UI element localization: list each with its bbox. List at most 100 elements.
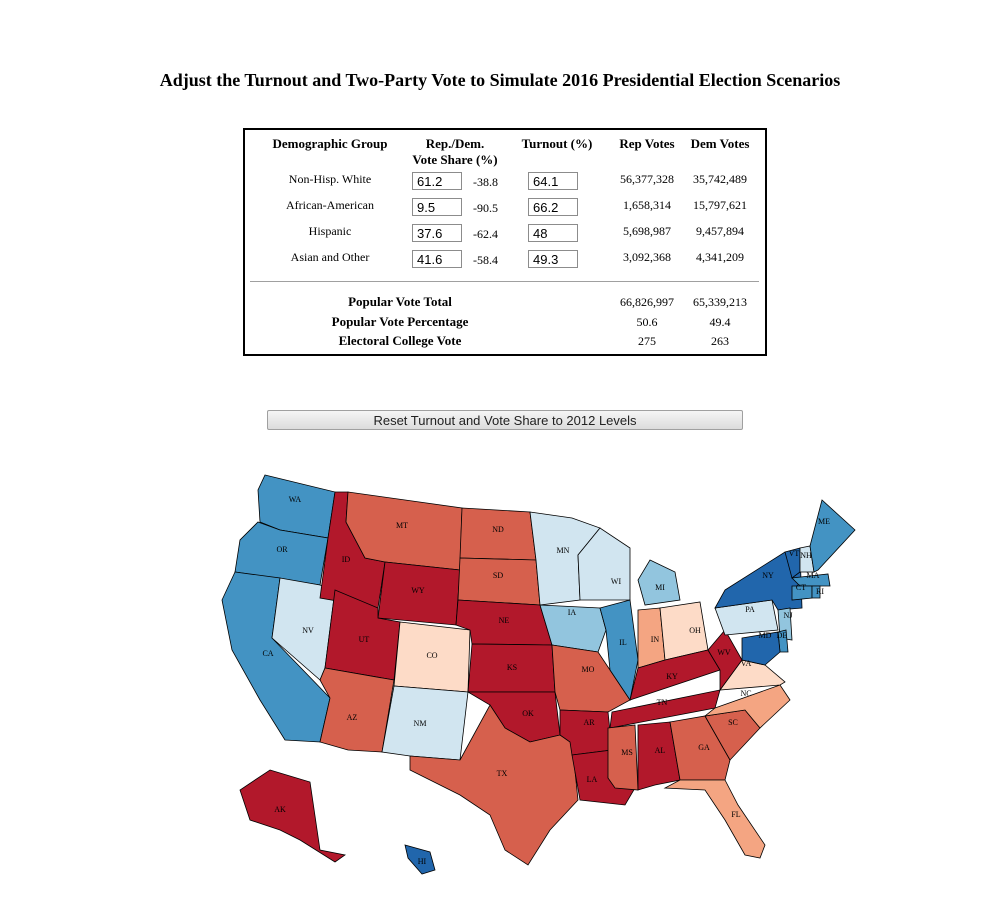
state-label-md: MD (759, 631, 772, 640)
state-ia[interactable] (539, 604, 607, 653)
turnout-input[interactable]: 48 (528, 224, 578, 242)
state-al[interactable] (637, 721, 681, 791)
rep-votes-value: 1,658,314 (623, 198, 671, 212)
popular-vote-percentage-label: Popular Vote Percentage (331, 314, 469, 329)
rep-votes-value: 5,698,987 (623, 224, 671, 238)
dem-votes-value: 4,341,209 (696, 250, 744, 264)
state-label-va: VA (741, 659, 752, 668)
state-label-ga: GA (698, 743, 710, 752)
state-label-mi: MI (655, 583, 665, 592)
state-label-wi: WI (611, 577, 622, 586)
state-label-nc: NC (740, 689, 751, 698)
state-label-ms: MS (621, 748, 633, 757)
state-ms[interactable] (607, 724, 639, 791)
dem-votes-value: 35,742,489 (693, 172, 747, 186)
state-me[interactable] (809, 499, 856, 573)
state-label-mn: MN (557, 546, 570, 555)
state-label-il: IL (619, 638, 627, 647)
state-label-sd: SD (493, 571, 503, 580)
state-label-ca: CA (262, 649, 273, 658)
state-label-mt: MT (396, 521, 408, 530)
state-label-id: ID (342, 555, 351, 564)
popular-vote-total-label: Popular Vote Total (348, 294, 452, 309)
state-label-oh: OH (689, 626, 701, 635)
state-label-la: LA (587, 775, 598, 784)
state-label-ks: KS (507, 663, 517, 672)
state-az[interactable] (319, 667, 395, 753)
state-label-sc: SC (728, 718, 738, 727)
rep-votes-value: 56,377,328 (620, 172, 674, 186)
rep-percentage-value: 50.6 (636, 315, 658, 329)
header-share: Rep./Dem. Vote Share (%) (410, 136, 500, 168)
state-hi[interactable] (404, 844, 436, 875)
state-label-de: DE (777, 631, 788, 640)
group-label: African-American (286, 198, 374, 212)
rep-votes-value: 3,092,368 (623, 250, 671, 264)
state-label-mo: MO (582, 665, 595, 674)
state-label-tx: TX (497, 769, 508, 778)
dem-electoral-value: 263 (711, 334, 729, 348)
state-label-co: CO (426, 651, 437, 660)
state-fl[interactable] (663, 779, 766, 859)
state-ri[interactable] (811, 585, 821, 599)
table-divider (250, 281, 759, 282)
rep-electoral-value: 275 (638, 334, 656, 348)
state-label-ct: CT (796, 583, 806, 592)
state-label-pa: PA (745, 605, 755, 614)
state-label-tn: TN (657, 698, 668, 707)
state-label-ny: NY (762, 571, 774, 580)
state-label-wv: WV (717, 648, 731, 657)
state-label-ia: IA (568, 608, 577, 617)
state-label-nj: NJ (784, 611, 793, 620)
dem-percentage-value: 49.4 (709, 315, 731, 329)
state-label-nh: NH (800, 551, 812, 560)
dem-share-value: -62.4 (473, 227, 498, 241)
dem-share-value: -90.5 (473, 201, 498, 215)
state-mo[interactable] (551, 644, 631, 713)
group-label: Hispanic (308, 224, 352, 238)
dem-total-value: 65,339,213 (693, 295, 747, 309)
state-label-in: IN (651, 635, 660, 644)
state-label-nd: ND (492, 525, 504, 534)
state-label-ne: NE (499, 616, 510, 625)
state-mi[interactable] (637, 559, 681, 606)
electoral-college-label: Electoral College Vote (338, 333, 462, 348)
header-share-line1: Rep./Dem. (425, 136, 485, 151)
header-turnout: Turnout (%) (521, 136, 593, 151)
state-label-al: AL (655, 746, 666, 755)
header-group: Demographic Group (272, 136, 388, 151)
state-label-ri: RI (816, 587, 824, 596)
state-label-nv: NV (302, 626, 314, 635)
vote-share-input[interactable]: 9.5 (412, 198, 462, 216)
state-label-ma: MA (807, 571, 820, 580)
state-wi[interactable] (577, 527, 631, 601)
turnout-input[interactable]: 66.2 (528, 198, 578, 216)
state-label-or: OR (276, 545, 288, 554)
group-label: Non-Hisp. White (288, 172, 372, 186)
state-label-fl: FL (731, 810, 740, 819)
vote-share-input[interactable]: 41.6 (412, 250, 462, 268)
dem-share-value: -38.8 (473, 175, 498, 189)
state-sd[interactable] (457, 557, 541, 606)
state-wv[interactable] (707, 629, 743, 692)
turnout-input[interactable]: 49.3 (528, 250, 578, 268)
turnout-input[interactable]: 64.1 (528, 172, 578, 190)
state-label-ok: OK (522, 709, 534, 718)
vote-share-input[interactable]: 37.6 (412, 224, 462, 242)
state-tx[interactable] (409, 704, 579, 866)
state-label-vt: VT (789, 549, 800, 558)
state-ak[interactable] (239, 769, 346, 863)
vote-share-input[interactable]: 61.2 (412, 172, 462, 190)
state-label-ky: KY (666, 672, 678, 681)
state-ga[interactable] (669, 715, 731, 781)
state-label-az: AZ (347, 713, 358, 722)
state-label-wa: WA (289, 495, 302, 504)
state-nd[interactable] (459, 507, 537, 561)
page-title: Adjust the Turnout and Two-Party Vote to… (159, 70, 841, 90)
state-md[interactable] (741, 631, 781, 666)
us-election-map: WA OR CA NV ID MT WY UT AZ CO NM ND SD NE KS OK TX MN IA MO… (221, 474, 856, 875)
reset-button[interactable]: Reset Turnout and Vote Share to 2012 Lev… (267, 410, 743, 430)
state-ma[interactable] (791, 573, 831, 587)
state-label-me: ME (818, 517, 830, 526)
state-label-ar: AR (583, 718, 595, 727)
